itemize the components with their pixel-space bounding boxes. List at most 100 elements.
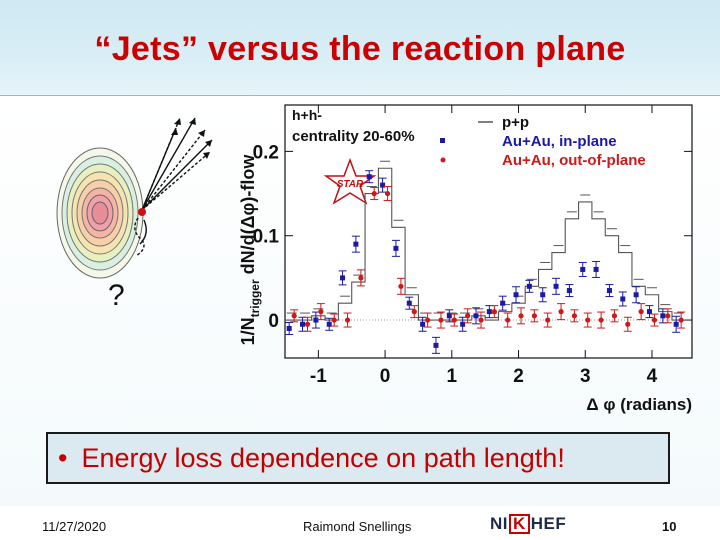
legend-label-in-plane: Au+Au, in-plane: [502, 133, 617, 150]
data-point-out-of-plane: [625, 321, 631, 327]
data-point-out-of-plane: [505, 317, 511, 323]
data-point-out-of-plane: [384, 190, 391, 197]
data-point-out-of-plane: [611, 313, 618, 319]
data-point-in-plane: [620, 296, 626, 302]
x-tick-label: 2: [513, 366, 524, 387]
data-point-in-plane: [313, 317, 319, 323]
data-point-out-of-plane: [331, 317, 337, 323]
page-number: 10: [662, 519, 677, 534]
legend-marker-in-plane: [440, 138, 445, 143]
axis-ticks: -1 0 1 2 3 4 0 0.1 0.2: [253, 105, 692, 387]
legend-label-pp: p+p: [502, 114, 529, 131]
footer-date: 11/27/2020: [42, 519, 107, 534]
data-point-out-of-plane: [651, 317, 658, 323]
data-point-out-of-plane: [465, 313, 471, 319]
data-point-in-plane: [326, 321, 332, 327]
series-out-of-plane: [290, 186, 686, 332]
logo-left: NI: [490, 514, 508, 533]
data-point-out-of-plane: [291, 313, 297, 319]
data-point-in-plane: [433, 342, 439, 348]
data-point-out-of-plane: [451, 317, 457, 323]
data-point-out-of-plane: [478, 317, 484, 323]
data-point-out-of-plane: [571, 313, 578, 319]
pp-step-line: [285, 167, 686, 321]
x-axis-label: Δ φ (radians): [586, 395, 692, 414]
data-point-out-of-plane: [304, 321, 311, 327]
y-tick-label: 0: [268, 311, 279, 332]
data-point-out-of-plane: [665, 313, 671, 319]
data-point-out-of-plane: [398, 283, 404, 289]
logo-mid: K: [509, 514, 530, 534]
legend-marker-out-of-plane: [440, 157, 446, 163]
correlation-chart: 1/Ntrigger dN/d(Δφ)-flow h+h- centrality…: [238, 104, 693, 414]
data-point-out-of-plane: [425, 317, 431, 323]
data-point-out-of-plane: [438, 317, 444, 323]
question-mark: ?: [108, 279, 125, 310]
data-point-in-plane: [660, 313, 666, 319]
title-band: [0, 0, 720, 96]
logo-right: HEF: [530, 514, 567, 533]
y-tick-label: 0.1: [253, 227, 280, 248]
data-point-in-plane: [633, 292, 639, 298]
data-point-out-of-plane: [358, 275, 364, 281]
data-series: [285, 160, 686, 354]
data-point-in-plane: [566, 288, 572, 294]
nikhef-logo: NI K HEF: [490, 513, 566, 535]
data-point-in-plane: [286, 325, 292, 331]
data-point-in-plane: [366, 174, 372, 180]
svg-text:1/Ntrigger dN/d(Δφ)-flow: 1/Ntrigger dN/d(Δφ)-flow: [238, 154, 262, 346]
legend: p+p Au+Au, in-plane Au+Au, out-of-plane: [440, 114, 646, 169]
data-point-in-plane: [340, 275, 346, 281]
x-tick-label: 0: [380, 366, 391, 387]
bullet-dot: •: [58, 442, 68, 473]
data-point-out-of-plane: [344, 317, 351, 323]
jet-tracks: [134, 117, 213, 257]
data-point-in-plane: [393, 245, 399, 251]
data-point-in-plane: [406, 300, 412, 306]
data-point-out-of-plane: [318, 309, 324, 315]
jet-diagram: ?: [56, 117, 213, 310]
plot-frame: [284, 104, 693, 359]
data-point-in-plane: [526, 283, 532, 289]
data-point-in-plane: [446, 313, 452, 319]
data-point-in-plane: [646, 309, 652, 315]
star-logo-text: STAR: [337, 179, 364, 190]
data-point-in-plane: [486, 309, 492, 315]
x-tick-label: -1: [310, 366, 327, 387]
data-point-out-of-plane: [371, 190, 377, 197]
data-point-in-plane: [500, 300, 506, 306]
data-point-in-plane: [606, 288, 612, 294]
data-point-out-of-plane: [638, 309, 644, 315]
x-tick-label: 4: [647, 366, 658, 387]
data-point-out-of-plane: [411, 309, 417, 315]
data-point-in-plane: [460, 321, 466, 327]
collision-point: [138, 208, 146, 216]
bullet-box: • Energy loss dependence on path length!: [46, 432, 670, 484]
data-point-in-plane: [553, 283, 559, 289]
data-point-in-plane: [580, 266, 586, 272]
y-tick-label: 0.2: [253, 142, 279, 163]
slide-title: “Jets” versus the reaction plane: [94, 30, 626, 68]
data-point-out-of-plane: [545, 317, 551, 323]
reaction-plane-rings: [56, 147, 144, 279]
data-point-in-plane: [420, 321, 426, 327]
bullet-text: Energy loss dependence on path length!: [81, 442, 565, 473]
footer-author: Raimond Snellings: [303, 519, 412, 534]
data-point-out-of-plane: [531, 313, 537, 319]
data-point-out-of-plane: [598, 317, 604, 323]
x-tick-label: 1: [447, 366, 458, 387]
data-point-in-plane: [673, 321, 679, 327]
data-point-out-of-plane: [678, 317, 684, 323]
y-axis-label: 1/Ntrigger dN/d(Δφ)-flow: [238, 154, 262, 346]
data-point-out-of-plane: [558, 309, 564, 315]
data-point-in-plane: [300, 321, 306, 327]
data-point-in-plane: [540, 292, 546, 298]
data-point-in-plane: [593, 266, 599, 272]
data-point-in-plane: [473, 313, 479, 319]
series-in-plane: [285, 170, 681, 354]
x-tick-label: 3: [580, 366, 591, 387]
data-point-in-plane: [353, 241, 359, 247]
legend-label-out-of-plane: Au+Au, out-of-plane: [502, 152, 646, 169]
data-point-out-of-plane: [491, 309, 497, 315]
header-centrality: centrality 20-60%: [292, 128, 415, 145]
